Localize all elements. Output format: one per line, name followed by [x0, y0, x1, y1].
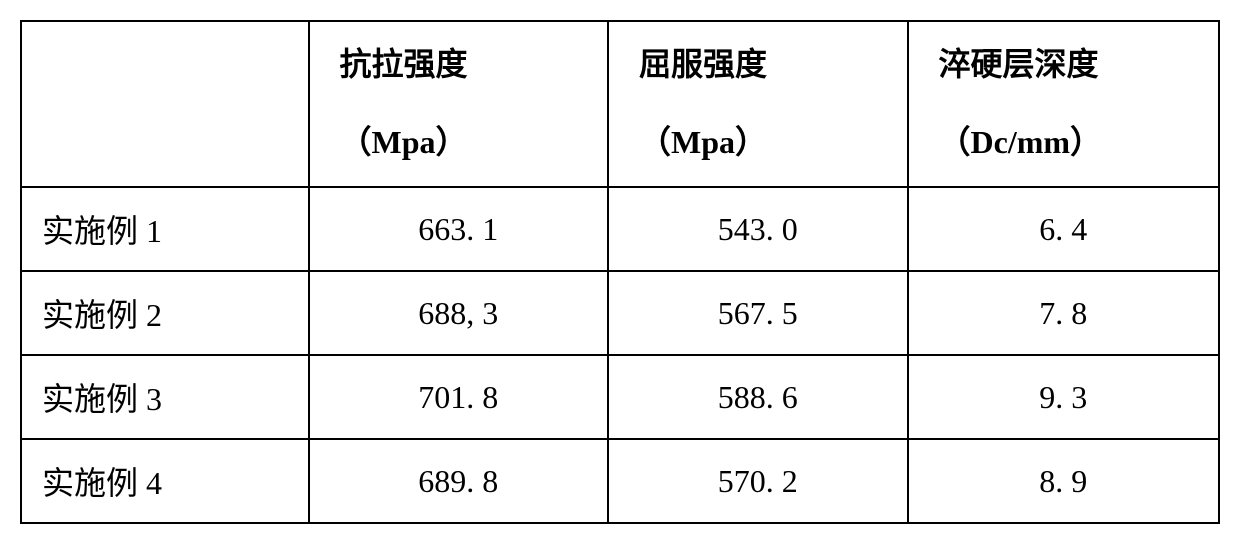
experiment-results-table-container: 抗拉强度 （Mpa） 屈服强度 （Mpa） 淬硬层深度 （Dc/mm）: [20, 20, 1220, 524]
header-yield-strength-label: 屈服强度: [639, 36, 767, 94]
header-hardened-depth: 淬硬层深度 （Dc/mm）: [908, 21, 1219, 187]
row-label-2: 实施例 2: [21, 271, 309, 355]
table-row: 实施例 2 688, 3 567. 5 7. 8: [21, 271, 1219, 355]
header-hardened-depth-unit: （Dc/mm）: [939, 114, 1103, 172]
data-cell: 588. 6: [608, 355, 908, 439]
header-tensile-strength-unit: （Mpa）: [340, 114, 468, 172]
header-empty-cell: [21, 21, 309, 187]
header-tensile-strength: 抗拉强度 （Mpa）: [309, 21, 609, 187]
header-tensile-strength-label: 抗拉强度: [340, 36, 468, 94]
data-cell: 543. 0: [608, 187, 908, 271]
data-cell: 570. 2: [608, 439, 908, 523]
table-header-row: 抗拉强度 （Mpa） 屈服强度 （Mpa） 淬硬层深度 （Dc/mm）: [21, 21, 1219, 187]
data-cell: 663. 1: [309, 187, 609, 271]
data-cell: 9. 3: [908, 355, 1219, 439]
row-label-3: 实施例 3: [21, 355, 309, 439]
table-row: 实施例 4 689. 8 570. 2 8. 9: [21, 439, 1219, 523]
data-cell: 7. 8: [908, 271, 1219, 355]
table-row: 实施例 1 663. 1 543. 0 6. 4: [21, 187, 1219, 271]
header-yield-strength: 屈服强度 （Mpa）: [608, 21, 908, 187]
data-cell: 688, 3: [309, 271, 609, 355]
header-yield-strength-unit: （Mpa）: [639, 114, 767, 172]
data-cell: 567. 5: [608, 271, 908, 355]
data-cell: 689. 8: [309, 439, 609, 523]
header-hardened-depth-label: 淬硬层深度: [939, 36, 1099, 94]
experiment-results-table: 抗拉强度 （Mpa） 屈服强度 （Mpa） 淬硬层深度 （Dc/mm）: [20, 20, 1220, 524]
row-label-1: 实施例 1: [21, 187, 309, 271]
data-cell: 701. 8: [309, 355, 609, 439]
data-cell: 6. 4: [908, 187, 1219, 271]
table-row: 实施例 3 701. 8 588. 6 9. 3: [21, 355, 1219, 439]
row-label-4: 实施例 4: [21, 439, 309, 523]
data-cell: 8. 9: [908, 439, 1219, 523]
